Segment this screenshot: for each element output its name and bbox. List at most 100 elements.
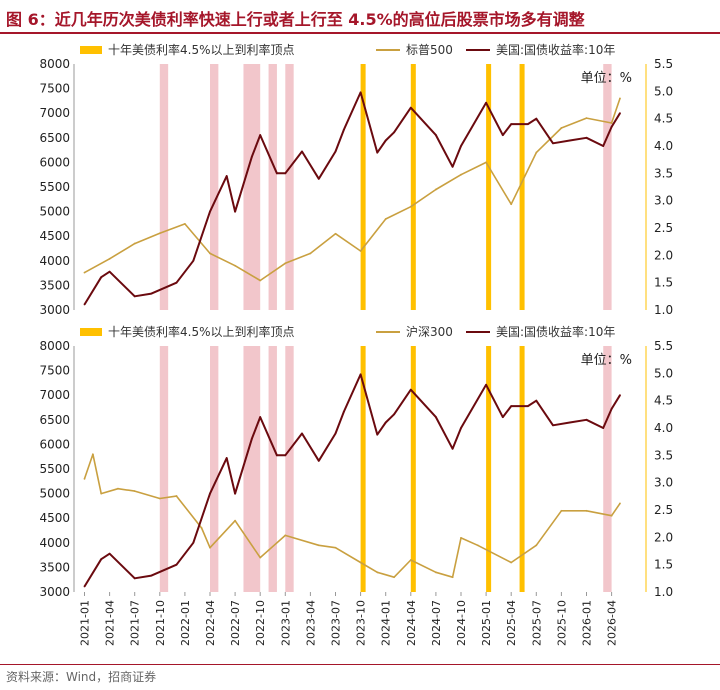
data-point-1-1-21 bbox=[393, 413, 395, 416]
data-point-1-0-28 bbox=[619, 502, 621, 505]
data-point-0-0-10 bbox=[334, 232, 337, 235]
data-point-1-0-24 bbox=[535, 544, 538, 547]
right-tick-label-1-9: 5.5 bbox=[654, 339, 673, 353]
data-point-0-1-22 bbox=[409, 106, 412, 109]
data-point-1-0-20 bbox=[451, 576, 454, 579]
peak-bar-1-0 bbox=[360, 346, 366, 592]
shaded-band-1-3 bbox=[268, 346, 277, 592]
data-point-1-0-25 bbox=[560, 509, 563, 512]
data-point-1-0-6 bbox=[175, 495, 178, 497]
data-point-1-1-0 bbox=[83, 585, 86, 588]
x-tick-label-17: 2025-04 bbox=[505, 600, 518, 646]
x-tick-label-15: 2024-10 bbox=[455, 600, 468, 646]
data-point-1-0-10 bbox=[259, 556, 262, 559]
data-point-0-0-13 bbox=[409, 205, 412, 208]
data-point-1-0-15 bbox=[359, 561, 362, 564]
data-point-1-1-5 bbox=[175, 563, 178, 566]
data-point-1-0-18 bbox=[409, 559, 412, 561]
data-point-1-0-13 bbox=[317, 544, 320, 547]
data-point-1-0-12 bbox=[284, 534, 287, 537]
left-tick-label-1-2: 4000 bbox=[39, 536, 70, 550]
legend-swatch-peak-0 bbox=[80, 46, 102, 54]
x-tick-label-9: 2023-04 bbox=[304, 600, 317, 646]
data-point-1-0-14 bbox=[334, 546, 337, 549]
left-tick-label-0-1: 3500 bbox=[39, 278, 70, 292]
peak-bar-1-2 bbox=[486, 346, 492, 592]
data-point-0-1-13 bbox=[284, 172, 287, 175]
right-tick-label-1-1: 1.5 bbox=[654, 558, 673, 572]
left-tick-label-0-6: 6000 bbox=[39, 155, 70, 169]
x-tick-label-1: 2021-04 bbox=[104, 600, 117, 646]
data-point-1-0-27 bbox=[610, 514, 613, 517]
left-tick-label-0-0: 3000 bbox=[39, 303, 70, 317]
x-tick-label-4: 2022-01 bbox=[179, 600, 192, 646]
x-tick-label-19: 2025-10 bbox=[555, 600, 568, 646]
data-point-0-1-16 bbox=[334, 150, 337, 153]
data-point-1-1-6 bbox=[192, 541, 195, 544]
left-tick-label-0-3: 4500 bbox=[39, 229, 70, 243]
x-tick-label-6: 2022-07 bbox=[229, 600, 242, 646]
data-point-0-0-16 bbox=[485, 161, 487, 164]
data-point-1-1-2 bbox=[108, 552, 111, 555]
shaded-band-1-2 bbox=[243, 346, 261, 592]
shaded-band-0-5 bbox=[603, 64, 612, 310]
left-tick-label-1-1: 3500 bbox=[39, 560, 70, 574]
data-point-1-1-16 bbox=[334, 432, 337, 435]
data-point-1-0-4 bbox=[133, 490, 136, 493]
data-point-1-1-1 bbox=[100, 558, 103, 561]
data-point-1-0-3 bbox=[117, 487, 119, 490]
data-point-0-1-12 bbox=[276, 172, 278, 175]
data-point-0-1-25 bbox=[460, 145, 462, 147]
right-tick-label-0-4: 3.0 bbox=[654, 194, 673, 208]
left-tick-label-0-9: 7500 bbox=[39, 82, 70, 96]
shaded-band-1-5 bbox=[603, 346, 612, 592]
right-tick-label-1-0: 1.0 bbox=[654, 585, 673, 599]
left-tick-label-1-0: 3000 bbox=[39, 585, 70, 599]
data-point-1-1-3 bbox=[133, 577, 136, 580]
shaded-band-0-1 bbox=[210, 64, 219, 310]
data-point-0-1-11 bbox=[259, 134, 262, 136]
shaded-band-0-2 bbox=[243, 64, 261, 310]
x-tick-label-16: 2025-01 bbox=[480, 600, 493, 646]
figure-title: 图 6：近几年历次美债利率快速上行或者上行至 4.5%的高位后股票市场多有调整 bbox=[6, 10, 585, 29]
left-tick-label-1-7: 6500 bbox=[39, 413, 70, 427]
data-point-1-1-28 bbox=[510, 405, 513, 408]
data-point-0-1-18 bbox=[359, 91, 362, 94]
data-point-0-0-4 bbox=[184, 223, 186, 225]
data-point-1-1-12 bbox=[276, 454, 278, 457]
data-point-1-0-5 bbox=[158, 497, 161, 500]
left-tick-label-1-3: 4500 bbox=[39, 511, 70, 525]
data-point-0-1-32 bbox=[568, 139, 571, 142]
data-point-0-1-27 bbox=[501, 134, 504, 136]
left-tick-label-0-4: 5000 bbox=[39, 205, 70, 219]
right-tick-label-1-8: 5.0 bbox=[654, 366, 673, 380]
right-tick-label-0-1: 1.5 bbox=[654, 276, 673, 290]
shaded-band-1-1 bbox=[210, 346, 219, 592]
data-point-0-1-10 bbox=[250, 156, 253, 158]
data-point-1-1-34 bbox=[602, 427, 605, 429]
data-point-0-0-18 bbox=[535, 151, 538, 154]
peak-bar-0-1 bbox=[410, 64, 416, 310]
data-point-0-0-1 bbox=[108, 257, 111, 260]
data-point-0-0-7 bbox=[259, 279, 262, 282]
peak-bar-0-0 bbox=[360, 64, 366, 310]
data-point-0-0-20 bbox=[585, 117, 588, 120]
x-tick-label-10: 2023-07 bbox=[330, 600, 343, 646]
data-point-0-1-0 bbox=[83, 303, 86, 306]
data-point-0-0-21 bbox=[610, 122, 613, 124]
left-tick-label-0-10: 8000 bbox=[39, 57, 70, 71]
data-point-1-1-35 bbox=[610, 407, 613, 410]
data-point-1-1-25 bbox=[460, 427, 462, 429]
data-point-0-1-24 bbox=[451, 165, 454, 168]
left-tick-label-1-6: 6000 bbox=[39, 437, 70, 451]
data-point-0-1-30 bbox=[535, 117, 538, 120]
data-point-0-1-7 bbox=[209, 210, 211, 213]
x-tick-label-12: 2024-01 bbox=[380, 600, 393, 646]
data-point-1-1-15 bbox=[317, 459, 320, 462]
x-tick-label-20: 2026-01 bbox=[581, 600, 594, 646]
x-tick-label-3: 2021-10 bbox=[154, 600, 167, 646]
right-tick-label-0-9: 5.5 bbox=[654, 57, 673, 71]
x-tick-label-21: 2026-04 bbox=[606, 600, 619, 646]
data-point-0-1-8 bbox=[225, 175, 228, 177]
data-point-0-1-3 bbox=[133, 295, 136, 298]
